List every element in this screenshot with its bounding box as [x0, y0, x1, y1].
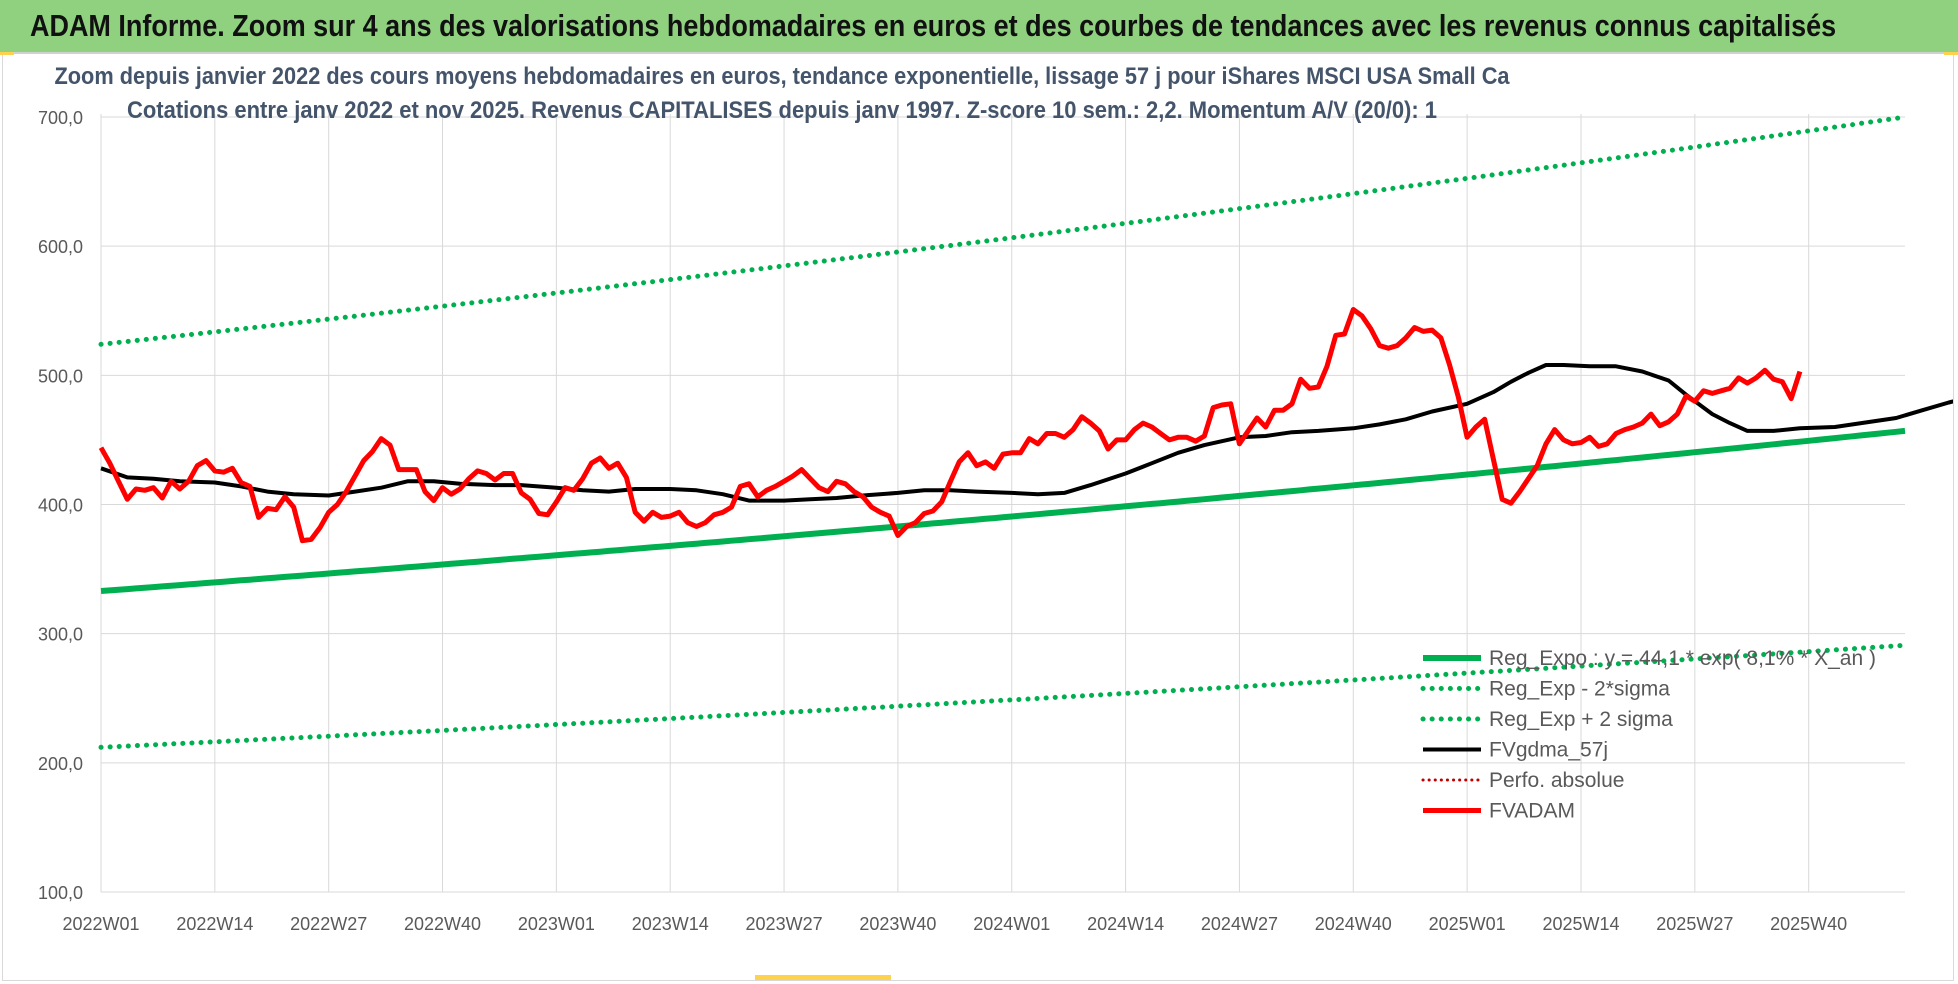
- x-tick-label: 2023W40: [859, 914, 936, 934]
- chart-title: Zoom depuis janvier 2022 des cours moyen…: [55, 63, 1511, 90]
- x-tick-label: 2024W01: [973, 914, 1050, 934]
- line-chart: 100,0 200,0 300,0 400,0 500,0 600,0 700,0 2022W…: [38, 63, 1953, 934]
- axis-ticks: 100,0 200,0 300,0 400,0 500,0 600,0 700,0 2022W…: [38, 108, 1847, 934]
- corner-mark-right: [1944, 52, 1958, 55]
- y-tick-label: 700,0: [38, 108, 83, 128]
- legend-label: FVgdma_57j: [1489, 739, 1608, 762]
- series-layer: [98, 114, 1953, 750]
- x-tick-label: 2024W40: [1315, 914, 1392, 934]
- x-tick-label: 2022W40: [404, 914, 481, 934]
- x-tick-label: 2022W27: [290, 914, 367, 934]
- series-reg-minus-2sigma: [98, 642, 1908, 750]
- gridlines: [100, 114, 1905, 893]
- series-fvadam: [98, 307, 1803, 544]
- y-tick-label: 500,0: [38, 366, 83, 386]
- x-tick-label: 2022W01: [62, 914, 139, 934]
- x-tick-label: 2023W27: [746, 914, 823, 934]
- legend-label: FVADAM: [1489, 800, 1575, 823]
- y-tick-label: 600,0: [38, 237, 83, 257]
- legend-label: Reg_Exp + 2 sigma: [1489, 708, 1673, 731]
- series-reg-expo: [100, 427, 1906, 594]
- x-tick-label: 2024W27: [1201, 914, 1278, 934]
- legend-label: Reg_Expo : y = 44,1 * exp( 8,1% * X_an ): [1489, 647, 1876, 670]
- x-tick-label: 2025W01: [1429, 914, 1506, 934]
- x-tick-label: 2025W27: [1656, 914, 1733, 934]
- y-tick-label: 400,0: [38, 496, 83, 516]
- y-tick-label: 300,0: [38, 625, 83, 645]
- legend-label: Perfo. absolue: [1489, 769, 1624, 792]
- page-title: ADAM Informe. Zoom sur 4 ans des valoris…: [30, 8, 1837, 43]
- y-tick-label: 200,0: [38, 754, 83, 774]
- series-reg-plus-2sigma: [98, 114, 1908, 347]
- highlight-mark: [755, 975, 891, 980]
- x-tick-label: 2022W14: [176, 914, 253, 934]
- series-fvgdma-57j: [100, 363, 1953, 503]
- x-tick-label: 2023W14: [632, 914, 709, 934]
- legend-label: Reg_Exp - 2*sigma: [1489, 678, 1670, 701]
- x-tick-label: 2025W40: [1770, 914, 1847, 934]
- corner-mark-left: [0, 52, 14, 55]
- title-banner: ADAM Informe. Zoom sur 4 ans des valoris…: [0, 0, 1958, 54]
- x-tick-label: 2024W14: [1087, 914, 1164, 934]
- x-tick-label: 2023W01: [518, 914, 595, 934]
- legend: Reg_Expo : y = 44,1 * exp( 8,1% * X_an )…: [1420, 647, 1876, 823]
- chart-area: 100,0 200,0 300,0 400,0 500,0 600,0 700,0 2022W…: [2, 54, 1954, 981]
- chart-subtitle: Cotations entre janv 2022 et nov 2025. R…: [127, 97, 1437, 124]
- y-tick-label: 100,0: [38, 883, 83, 903]
- x-tick-label: 2025W14: [1542, 914, 1619, 934]
